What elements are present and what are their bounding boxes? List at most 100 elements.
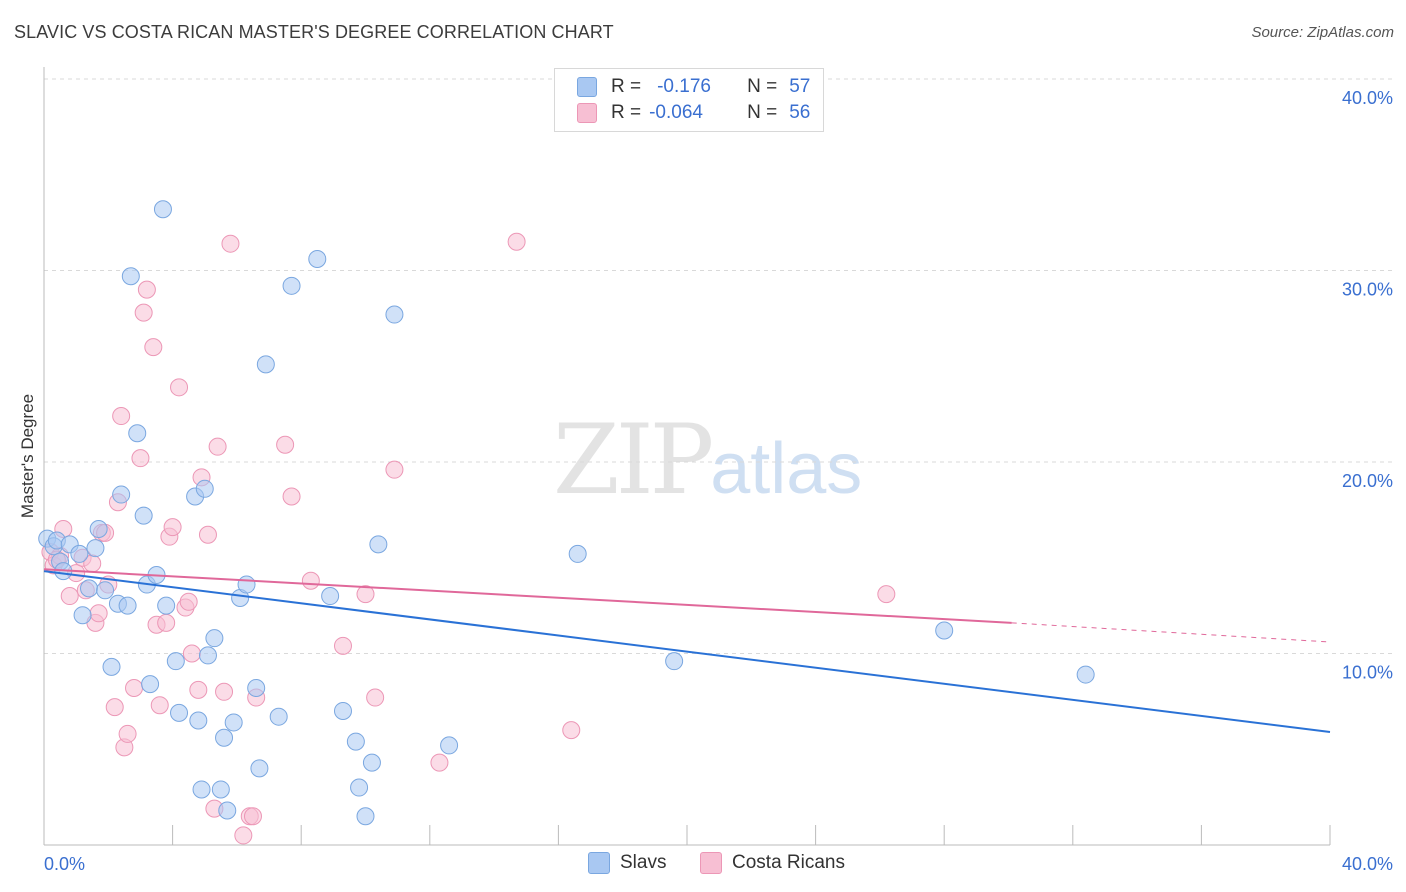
slav-point [440, 736, 459, 755]
costa-ricans-swatch [577, 103, 597, 123]
tick-labels: 10.0% 20.0% 30.0% 40.0% 0.0% 40.0% [44, 88, 1393, 874]
slav-point [128, 424, 147, 443]
costa-rican-point [118, 724, 137, 743]
slavs-swatch [588, 852, 610, 874]
slav-point [192, 780, 211, 799]
slav-point [237, 575, 256, 594]
costa-rican-point [366, 688, 385, 707]
slav-point [333, 701, 352, 720]
legend-n-value: 56 [789, 102, 811, 123]
slav-point [121, 267, 140, 286]
costa-rican-point [89, 604, 108, 623]
costa-rican-point [430, 753, 449, 772]
slav-point [356, 807, 375, 826]
costa-rican-point [208, 437, 227, 456]
slavs-trend-line [43, 570, 1331, 734]
costa-rican-point [163, 518, 182, 537]
trend-lines [43, 568, 1331, 734]
slav-point [134, 506, 153, 525]
costa-rican-point [215, 682, 234, 701]
costa-rican-point [131, 449, 150, 468]
legend-row-costa-ricans: R = -0.064 N = 56 [577, 101, 810, 125]
slav-point [256, 355, 275, 374]
y-tick-label: 30.0% [1342, 280, 1393, 300]
slav-point [224, 713, 243, 732]
bottom-legend-slavs: Slavs [588, 852, 666, 874]
slav-point [73, 606, 92, 625]
slav-point [195, 479, 214, 498]
slav-point [1076, 665, 1095, 684]
costa-rican-point [170, 378, 189, 397]
slav-point [215, 728, 234, 747]
slav-point [665, 652, 684, 671]
slav-point [153, 200, 172, 219]
slav-point [211, 780, 230, 799]
slav-point [70, 544, 89, 563]
slav-point [385, 305, 404, 324]
slav-point [102, 657, 121, 676]
chart-title: SLAVIC VS COSTA RICAN MASTER'S DEGREE CO… [14, 22, 614, 42]
costa-rican-point [301, 571, 320, 590]
slav-point [118, 596, 137, 615]
slav-point [157, 596, 176, 615]
slav-point [308, 250, 327, 269]
costa-rican-point [144, 338, 163, 357]
costa-rican-point [60, 587, 79, 606]
costa-ricans-swatch [700, 852, 722, 874]
slav-point [96, 581, 115, 600]
x-tick-label: 0.0% [44, 854, 85, 874]
costa-rican-point [221, 234, 240, 253]
slavs-points [38, 200, 1095, 826]
slav-point [170, 703, 189, 722]
costa-rican-point [282, 487, 301, 506]
slav-point [141, 675, 160, 694]
slav-point [218, 801, 237, 820]
slav-point [568, 544, 587, 563]
grid-lines [44, 78, 1392, 654]
slav-point [346, 732, 365, 751]
costa-rican-point [157, 613, 176, 632]
costa-ricans-trend-line [43, 568, 1012, 624]
slavs-legend-label: Slavs [620, 852, 667, 873]
costa-ricans-legend-label: Costa Ricans [732, 852, 845, 873]
costa-rican-point [137, 280, 156, 299]
slav-point [369, 535, 388, 554]
source-label: Source: ZipAtlas.com [1251, 24, 1394, 41]
legend-r-value: -0.064 [649, 102, 703, 123]
legend-r-value: -0.176 [657, 76, 711, 97]
slav-point [362, 753, 381, 772]
slav-point [198, 646, 217, 665]
costa-rican-point [198, 525, 217, 544]
costa-rican-point [276, 435, 295, 454]
x-tick-label: 40.0% [1342, 854, 1393, 874]
costa-rican-point [562, 721, 581, 740]
costa-rican-point [105, 698, 124, 717]
slav-point [166, 652, 185, 671]
slav-point [269, 707, 288, 726]
watermark: ZIPatlas [553, 404, 863, 516]
costa-rican-point [125, 678, 144, 697]
costa-rican-point [234, 826, 253, 845]
costa-rican-point [507, 232, 526, 251]
legend-n-label: N = [747, 76, 778, 97]
costa-rican-point [877, 585, 896, 604]
legend-n-value: 57 [789, 76, 811, 97]
costa-rican-point [112, 407, 131, 426]
slav-point [250, 759, 269, 778]
legend-r-label: R = [611, 102, 642, 123]
costa-rican-point [356, 585, 375, 604]
costa-ricans-trend-extension [1011, 622, 1331, 643]
legend-row-slavs: R = -0.176 N = 57 [577, 75, 810, 99]
legend-r-label: R = [611, 76, 642, 97]
costa-ricans-points [41, 232, 896, 845]
slav-point [935, 621, 954, 640]
y-tick-label: 10.0% [1342, 663, 1393, 683]
correlation-legend: R = -0.176 N = 57 R = -0.064 N = 56 [554, 68, 824, 132]
costa-rican-point [150, 696, 169, 715]
y-axis-label: Master's Degree [18, 393, 37, 519]
bottom-legend-costa-ricans: Costa Ricans [700, 852, 845, 874]
slav-point [350, 778, 369, 797]
slav-point [112, 485, 131, 504]
slav-point [89, 520, 108, 539]
